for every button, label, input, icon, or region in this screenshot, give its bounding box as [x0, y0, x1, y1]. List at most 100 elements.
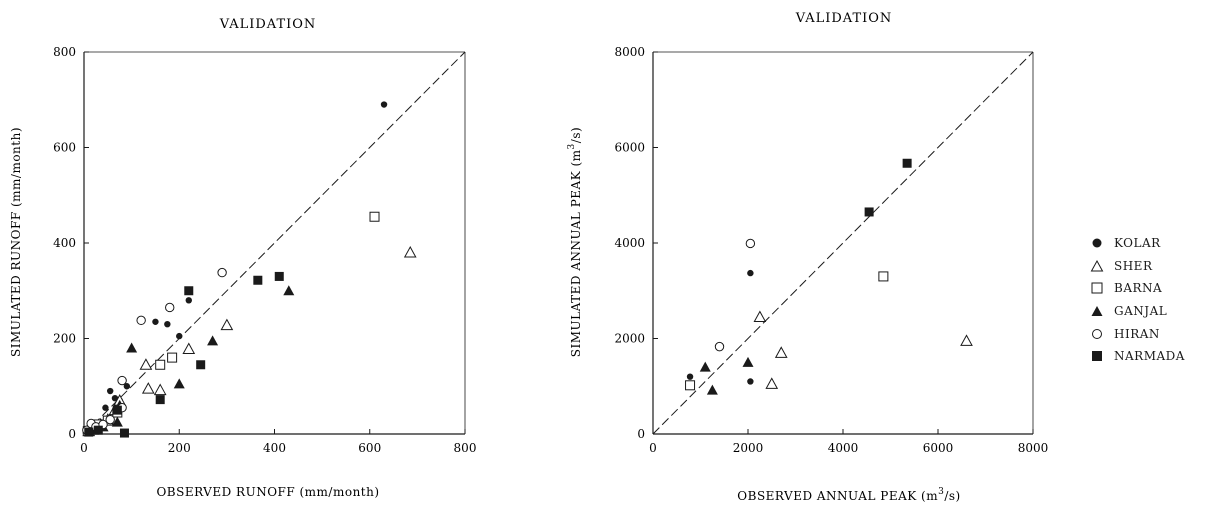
data-point-narmada — [113, 406, 122, 415]
x-tick-label: 2000 — [733, 441, 764, 455]
y-tick-label: 4000 — [614, 236, 645, 250]
data-point-kolar — [747, 378, 753, 384]
data-point-hiran — [218, 268, 226, 276]
data-point-barna — [370, 212, 379, 221]
legend-item-kolar: KOLAR — [1090, 232, 1205, 255]
legend-label: KOLAR — [1114, 236, 1161, 250]
y-tick-label: 8000 — [614, 45, 645, 59]
x-tick-label: 200 — [168, 441, 191, 455]
x-axis-label: OBSERVED RUNOFF (mm/month) — [156, 485, 379, 499]
data-point-sher — [183, 344, 194, 354]
filled-square-marker-icon — [1090, 349, 1104, 363]
y-tick-label: 200 — [53, 332, 76, 346]
data-point-barna — [168, 353, 177, 362]
series-sher — [83, 247, 415, 436]
data-point-narmada — [253, 276, 262, 285]
data-point-kolar — [747, 270, 753, 276]
data-point-barna — [156, 360, 165, 369]
series-hiran — [715, 239, 754, 351]
runoff-validation-chart: VALIDATION OBSERVED RUNOFF (mm/month) SI… — [0, 0, 480, 508]
chart-title: VALIDATION — [219, 17, 317, 32]
x-tick-label: 800 — [454, 441, 477, 455]
chart-title: VALIDATION — [795, 11, 893, 26]
open-circle-marker-icon — [1090, 327, 1104, 341]
data-point-sher — [140, 359, 151, 369]
x-tick-label: 8000 — [1018, 441, 1049, 455]
legend-label: NARMADA — [1114, 349, 1185, 363]
data-point-sher — [143, 383, 154, 393]
legend-item-barna: BARNA — [1090, 277, 1205, 300]
legend: KOLAR SHER BARNA GANJAL HIRAN NARMADA — [1090, 232, 1205, 368]
x-tick-label: 400 — [263, 441, 286, 455]
data-point-kolar — [186, 297, 192, 303]
data-point-narmada — [903, 159, 912, 168]
data-point-sher — [221, 320, 232, 330]
x-axis-label-main: OBSERVED ANNUAL PEAK (m — [737, 489, 938, 503]
series-narmada — [865, 159, 912, 217]
data-point-narmada — [275, 272, 284, 281]
data-point-ganjal — [207, 335, 218, 345]
y-tick-label: 2000 — [614, 332, 645, 346]
open-triangle-marker-icon — [1090, 259, 1104, 273]
y-tick-label: 0 — [68, 427, 76, 441]
data-point-narmada — [120, 429, 129, 438]
data-point-ganjal — [126, 343, 137, 353]
data-point-ganjal — [283, 285, 294, 295]
data-point-narmada — [94, 426, 103, 435]
data-point-narmada — [865, 207, 874, 216]
data-point-narmada — [196, 360, 205, 369]
data-point-hiran — [137, 316, 145, 324]
y-tick-label: 0 — [637, 427, 645, 441]
data-point-barna — [686, 381, 695, 390]
one-to-one-reference-line — [653, 52, 1033, 434]
series-kolar — [687, 270, 754, 385]
y-tick-label: 800 — [53, 45, 76, 59]
y-axis-label-main: SIMULATED ANNUAL PEAK (m — [569, 149, 583, 357]
x-tick-label: 600 — [358, 441, 381, 455]
data-point-kolar — [176, 333, 182, 339]
data-point-sher — [766, 378, 777, 388]
data-point-kolar — [107, 388, 113, 394]
data-point-narmada — [184, 286, 193, 295]
x-axis-label: OBSERVED ANNUAL PEAK (m3/s) — [737, 487, 960, 503]
filled-circle-marker-icon — [1090, 236, 1104, 250]
data-point-kolar — [381, 101, 387, 107]
peak-validation-chart: VALIDATION OBSERVED ANNUAL PEAK (m3/s) S… — [560, 0, 1060, 508]
legend-label: HIRAN — [1114, 327, 1160, 341]
x-tick-label: 0 — [80, 441, 88, 455]
series-narmada — [84, 272, 284, 438]
data-point-barna — [879, 272, 888, 281]
series-sher — [754, 312, 972, 389]
series-kolar — [83, 101, 388, 436]
legend-item-sher: SHER — [1090, 255, 1205, 278]
legend-item-narmada: NARMADA — [1090, 345, 1205, 368]
data-point-hiran — [715, 342, 723, 350]
series-barna — [83, 212, 379, 435]
data-point-ganjal — [743, 357, 754, 367]
data-point-narmada — [156, 395, 165, 404]
x-axis-label-tail: /s) — [944, 489, 960, 503]
legend-label: GANJAL — [1114, 304, 1167, 318]
y-tick-label: 400 — [53, 236, 76, 250]
data-point-hiran — [106, 415, 114, 423]
series-barna — [686, 272, 888, 390]
data-point-hiran — [118, 376, 126, 384]
legend-label: SHER — [1114, 259, 1152, 273]
data-point-hiran — [166, 303, 174, 311]
x-tick-label: 4000 — [828, 441, 859, 455]
series-ganjal — [700, 357, 754, 395]
data-point-kolar — [102, 405, 108, 411]
data-point-sher — [776, 347, 787, 357]
peak-scatter-svg: VALIDATION OBSERVED ANNUAL PEAK (m3/s) S… — [560, 0, 1060, 508]
data-point-ganjal — [707, 385, 718, 395]
one-to-one-reference-line — [84, 52, 465, 434]
data-point-hiran — [746, 239, 754, 247]
data-point-sher — [405, 247, 416, 257]
y-tick-label: 600 — [53, 141, 76, 155]
runoff-scatter-svg: VALIDATION OBSERVED RUNOFF (mm/month) SI… — [0, 0, 480, 508]
data-point-narmada — [84, 428, 93, 437]
data-point-sher — [155, 385, 166, 395]
filled-triangle-marker-icon — [1090, 304, 1104, 318]
y-axis-label: SIMULATED ANNUAL PEAK (m3/s) — [567, 127, 583, 357]
data-point-sher — [754, 312, 765, 322]
